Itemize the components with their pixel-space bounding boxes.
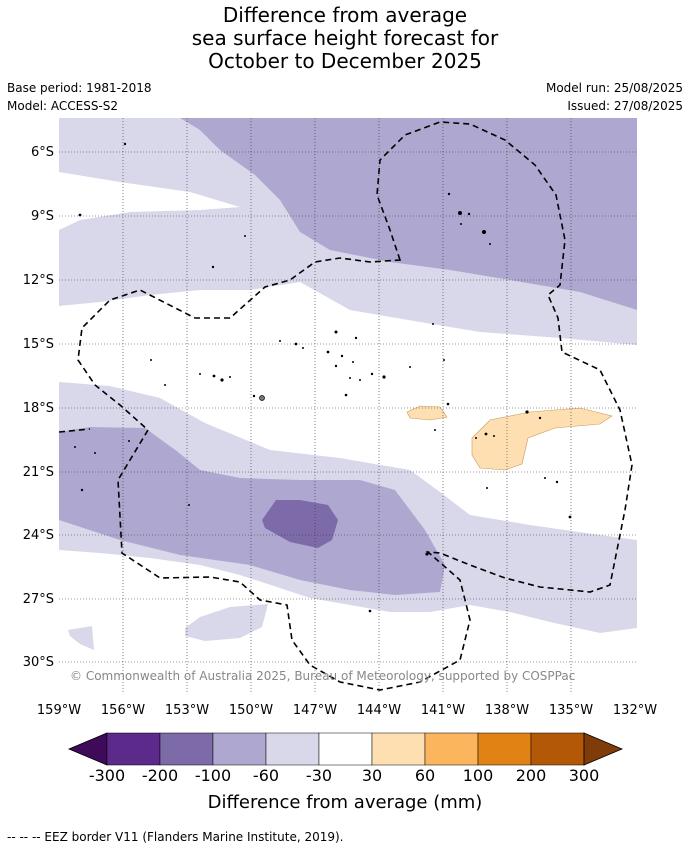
colorbar-bin [477, 732, 532, 766]
colorbar-title: Difference from average (mm) [207, 792, 483, 813]
lat-label: 30°S [22, 655, 54, 670]
map-title: Difference from average sea surface heig… [0, 4, 690, 73]
colorbar-tick: -60 [252, 766, 280, 785]
lat-label: 15°S [22, 337, 54, 352]
lon-label: 159°W [36, 703, 82, 718]
contour-positive-1 [406, 405, 448, 421]
model-run: Model run: 25/08/2025 [545, 81, 683, 95]
colorbar-tick: 60 [414, 766, 436, 785]
lon-label: 135°W [548, 703, 594, 718]
lon-label: 147°W [292, 703, 338, 718]
islands [74, 142, 572, 613]
lat-label: 9°S [30, 209, 54, 224]
lon-label: 144°W [356, 703, 402, 718]
colorbar-bin [265, 732, 320, 766]
colorbar-bin [371, 732, 426, 766]
copyright-notice: © Commonwealth of Australia 2025, Bureau… [70, 669, 576, 683]
eez-border-west [59, 428, 91, 433]
contour-medium-north [180, 118, 637, 310]
colorbar-bin [159, 732, 214, 766]
colorbar-bin [530, 732, 585, 766]
colorbar-bin [424, 732, 479, 766]
eez-border-french-polynesia [77, 121, 633, 691]
colorbar-extend-low [67, 732, 108, 766]
contour-light-patch [185, 604, 268, 641]
lat-label: 6°S [30, 145, 54, 160]
title-line-2: sea surface height forecast for [191, 26, 499, 50]
colorbar-tick: 30 [361, 766, 383, 785]
lon-label: 141°W [420, 703, 466, 718]
contour-light-patch-2 [68, 626, 94, 650]
lat-label: 18°S [22, 401, 54, 416]
colorbar-extend-high [583, 732, 624, 766]
title-line-1: Difference from average [222, 3, 468, 27]
colorbar-bin [318, 732, 373, 766]
colorbar-tick: -30 [305, 766, 333, 785]
lon-label: 138°W [484, 703, 530, 718]
lat-label: 12°S [22, 273, 54, 288]
lat-label: 24°S [22, 528, 54, 543]
meta-right: Model run: 25/08/2025 Issued: 27/08/2025 [546, 79, 683, 115]
colorbar-tick: 100 [462, 766, 494, 785]
lat-label: 21°S [22, 465, 54, 480]
anomaly-contours [59, 118, 637, 693]
lon-label: 150°W [228, 703, 274, 718]
issued-date: Issued: 27/08/2025 [567, 99, 683, 113]
eez-borders [59, 121, 633, 691]
meta-left: Base period: 1981-2018 Model: ACCESS-S2 [7, 79, 152, 115]
lon-label: 132°W [612, 703, 658, 718]
colorbar-tick: 200 [515, 766, 547, 785]
graticule [59, 118, 637, 693]
lat-label: 27°S [22, 592, 54, 607]
colorbar-tick: 300 [568, 766, 600, 785]
colorbar-bin [212, 732, 267, 766]
title-line-3: October to December 2025 [208, 49, 482, 73]
contour-white-nw [59, 172, 240, 230]
colorbar-tick: -300 [88, 766, 126, 785]
colorbar [67, 732, 624, 766]
lon-label: 156°W [100, 703, 146, 718]
colorbar-bin [106, 732, 161, 766]
lon-label: 153°W [164, 703, 210, 718]
model-name: Model: ACCESS-S2 [7, 99, 119, 113]
colorbar-tick: -100 [194, 766, 232, 785]
contour-medium-south [59, 427, 445, 595]
base-period: Base period: 1981-2018 [7, 81, 152, 95]
contour-dark-core [262, 500, 338, 548]
colorbar-tick: -200 [141, 766, 179, 785]
eez-legend-note: -- -- -- EEZ border V11 (Flanders Marine… [7, 830, 344, 844]
